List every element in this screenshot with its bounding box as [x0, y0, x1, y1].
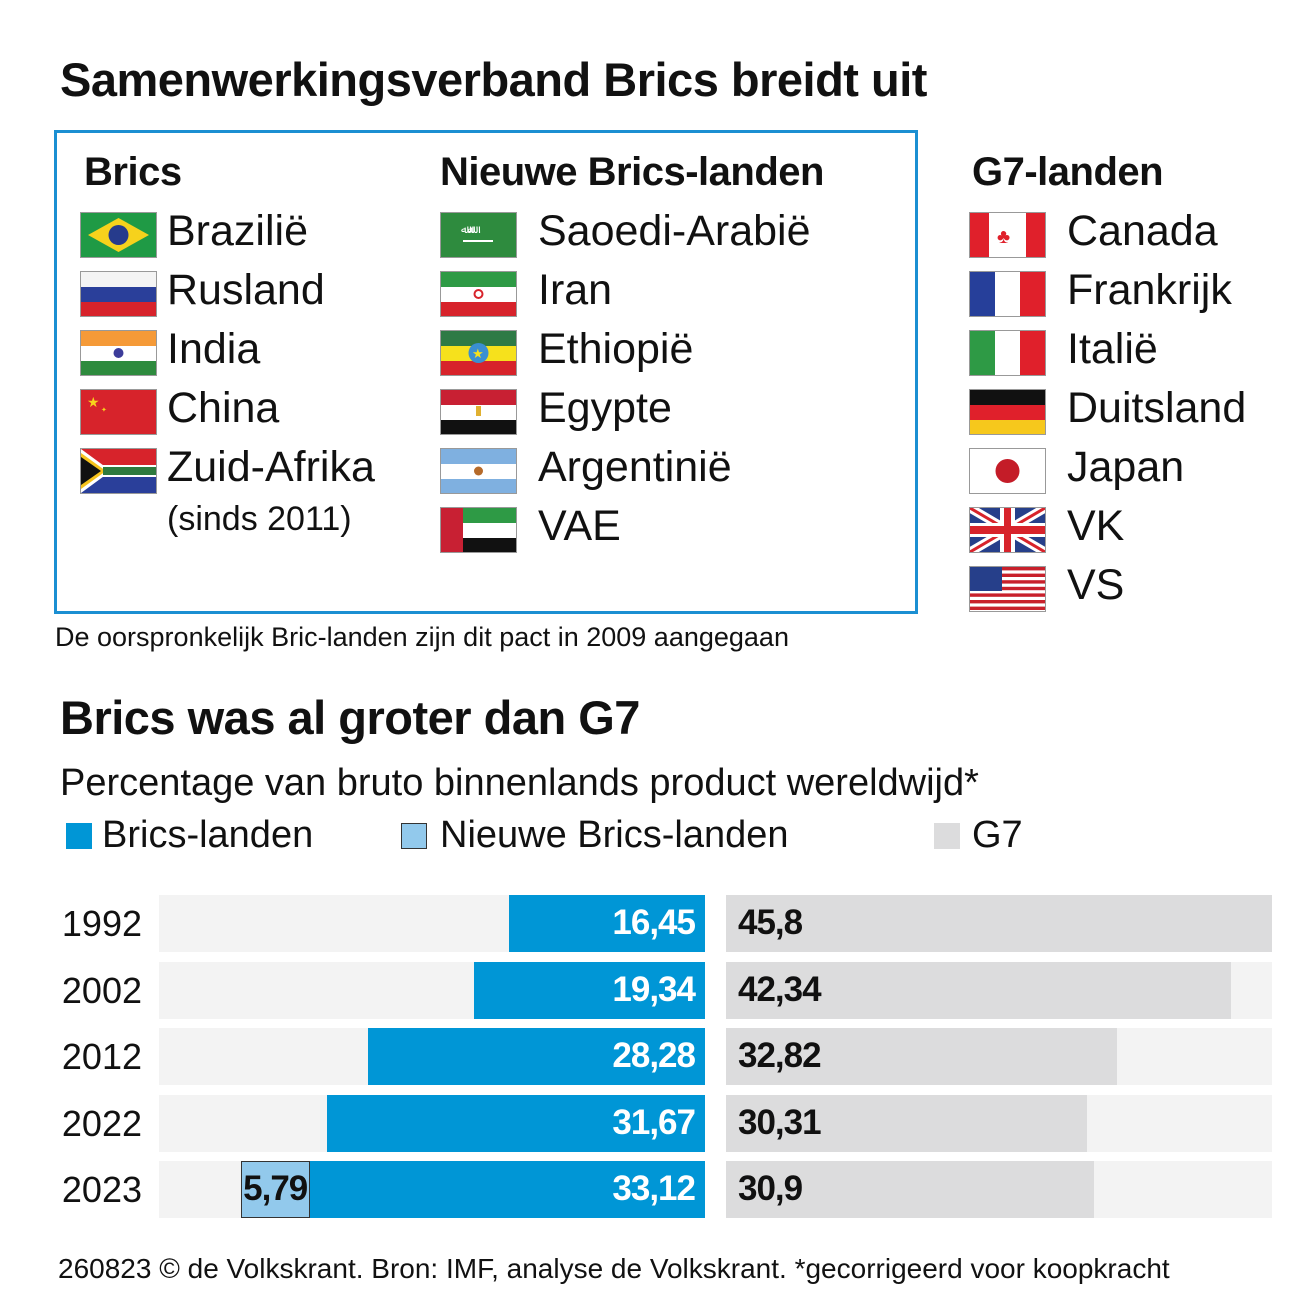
flag-russia-icon	[80, 271, 157, 317]
flag-argentina-icon	[440, 448, 517, 494]
bar-brics	[367, 1028, 705, 1086]
y-tick-label: 1992	[61, 903, 142, 944]
brics-heading: Brics	[84, 150, 182, 194]
country-name: VS	[1067, 561, 1125, 609]
data-label-g7: 32,82	[738, 1036, 822, 1076]
legend-label-new-brics: Nieuwe Brics-landen	[440, 814, 789, 856]
country-name: Rusland	[167, 266, 325, 314]
bar-g7	[726, 1161, 1095, 1219]
legend-swatch-g7	[934, 823, 960, 849]
data-label-brics: 19,34	[612, 969, 696, 1009]
chart-subtitle: Percentage van bruto binnenlands product…	[60, 762, 979, 804]
g7-heading: G7-landen	[972, 150, 1164, 194]
flag-india-icon	[80, 330, 157, 376]
data-label-g7: 45,8	[738, 903, 803, 942]
country-name: Egypte	[538, 384, 672, 432]
flag-saudi-arabia-icon: ﷲﷲ	[440, 212, 517, 258]
brics-box	[54, 130, 918, 614]
flag-brazil-icon	[80, 212, 157, 258]
bar-g7	[726, 895, 1272, 952]
country-name: Zuid-Afrika	[167, 443, 375, 491]
flag-canada-icon: ♣	[969, 212, 1046, 258]
y-tick-label: 2023	[61, 1169, 142, 1211]
bar-brics	[508, 895, 705, 952]
country-name: Brazilië	[167, 207, 308, 255]
country-name: Japan	[1067, 443, 1185, 491]
flag-france-icon	[969, 271, 1046, 317]
page-title: Samenwerkingsverband Brics breidt uit	[60, 53, 927, 106]
svg-text:✦: ✦	[101, 406, 107, 414]
bar-g7	[726, 1094, 1088, 1152]
flag-iran-icon	[440, 271, 517, 317]
svg-text:★: ★	[87, 394, 100, 410]
flag-south-africa-icon	[80, 448, 157, 494]
flag-uae-icon	[440, 507, 517, 553]
bar-new-brics	[241, 1161, 311, 1219]
data-label-brics: 31,67	[612, 1102, 696, 1142]
country-name: Italië	[1067, 325, 1158, 373]
country-name: Duitsland	[1067, 384, 1247, 432]
y-tick-label: 2022	[61, 1102, 142, 1144]
data-label-g7: 30,31	[738, 1102, 822, 1142]
data-label-g7: 30,9	[738, 1169, 803, 1209]
bar-brics	[327, 1094, 705, 1152]
flag-ethiopia-icon: ★	[440, 330, 517, 376]
y-tick-label: 2002	[61, 969, 142, 1011]
new-brics-heading: Nieuwe Brics-landen	[440, 150, 824, 194]
country-name: Canada	[1067, 207, 1218, 255]
country-name: India	[167, 325, 261, 373]
flag-usa-icon	[969, 566, 1046, 612]
country-name: Frankrijk	[1067, 266, 1232, 314]
country-name: Iran	[538, 266, 613, 314]
data-label-brics: 33,12	[612, 1169, 696, 1209]
country-name: Ethiopië	[538, 325, 694, 373]
data-label-brics: 16,45	[612, 903, 696, 942]
y-tick-label: 2012	[61, 1036, 142, 1078]
legend-swatch-brics	[66, 823, 92, 849]
flag-japan-icon	[969, 448, 1046, 494]
flag-italy-icon	[969, 330, 1046, 376]
legend-label-g7: G7	[972, 814, 1023, 856]
bar-g7	[726, 961, 1231, 1019]
country-name: VAE	[538, 502, 621, 550]
legend-swatch-new-brics	[401, 823, 427, 849]
flag-china-icon: ★✦	[80, 389, 157, 435]
data-label-brics: 28,28	[612, 1036, 696, 1076]
data-label-new-brics: 5,79	[243, 1169, 308, 1209]
legend-label-brics: Brics-landen	[102, 814, 314, 856]
chart-title: Brics was al groter dan G7	[60, 691, 640, 744]
country-name: China	[167, 384, 280, 432]
bar-g7	[726, 1028, 1118, 1086]
data-label-g7: 42,34	[738, 969, 822, 1009]
svg-text:♣: ♣	[997, 226, 1010, 248]
flag-egypt-icon	[440, 389, 517, 435]
svg-text:★: ★	[472, 346, 484, 361]
country-name: Argentinië	[538, 443, 732, 491]
box-note: De oorspronkelijk Bric-landen zijn dit p…	[55, 622, 789, 652]
brics-footnote: (sinds 2011)	[167, 500, 352, 538]
country-name: Saoedi-Arabië	[538, 207, 811, 255]
flag-germany-icon	[969, 389, 1046, 435]
flag-uk-icon	[969, 507, 1046, 553]
bar-brics	[310, 1161, 705, 1219]
footer-credit: 260823 © de Volkskrant. Bron: IMF, analy…	[58, 1253, 1170, 1284]
country-name: VK	[1067, 502, 1125, 550]
bar-brics	[474, 961, 705, 1019]
